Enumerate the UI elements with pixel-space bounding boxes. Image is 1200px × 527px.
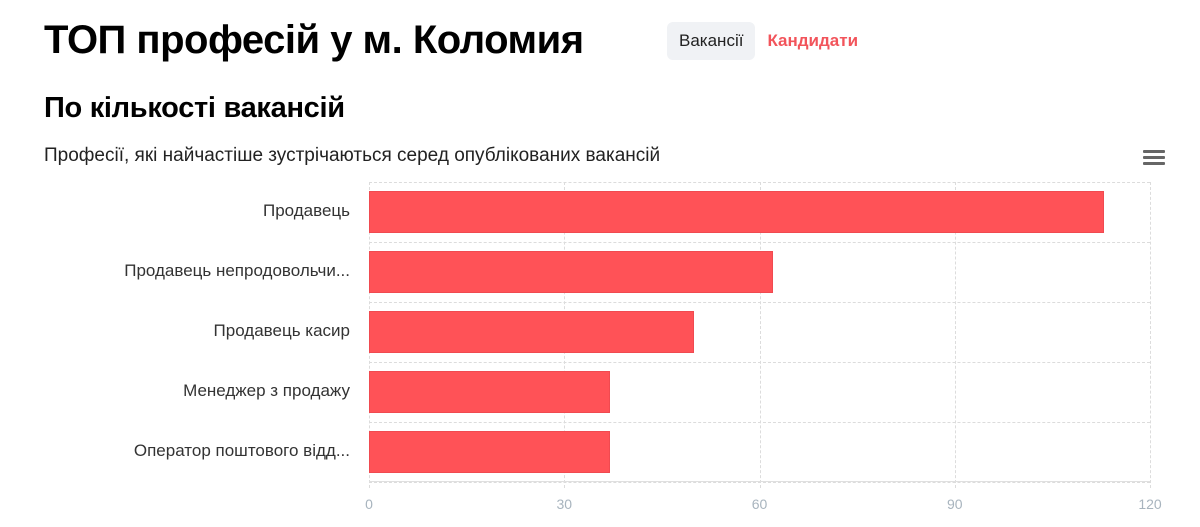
x-tick-label: 90 [946,496,963,512]
hamburger-menu-icon[interactable] [1143,150,1165,168]
x-tick-label: 60 [751,496,768,512]
page-header: ТОП професій у м. Коломия [44,14,584,66]
category-label: Продавець [262,201,350,220]
category-label: Менеджер з продажу [183,381,350,400]
grid-line-horizontal [369,482,1150,483]
grid-line-vertical [1150,182,1151,488]
category-label: Продавець непродовольчи... [124,261,350,280]
bar[interactable] [369,251,773,293]
grid-line-horizontal [369,242,1150,243]
bar[interactable] [369,191,1105,233]
tab-candidates[interactable]: Кандидати [767,31,859,50]
page-title: ТОП професій у м. Коломия [44,18,584,62]
section-title: По кількості вакансій [44,92,345,124]
x-axis-line [369,481,1150,482]
x-tick-label: 120 [1138,496,1162,512]
grid-line-horizontal [369,362,1150,363]
chart-subtitle: Професії, які найчастіше зустрічаються с… [44,145,661,166]
bar[interactable] [369,311,695,353]
bar[interactable] [369,431,610,473]
grid-line-horizontal [369,422,1150,423]
x-tick-label: 30 [556,496,573,512]
tabs: Вакансії Кандидати [667,22,870,60]
tab-vacancies[interactable]: Вакансії [667,22,756,60]
bar[interactable] [369,371,610,413]
grid-line-vertical [954,182,956,488]
bar-chart-plot [369,182,1151,488]
grid-line-vertical [759,182,761,488]
category-label: Продавець касир [213,321,350,340]
category-label: Оператор поштового відд... [133,441,350,460]
grid-line-horizontal [369,302,1150,303]
grid-line-horizontal [369,182,1150,183]
x-tick-label: 0 [365,496,373,512]
